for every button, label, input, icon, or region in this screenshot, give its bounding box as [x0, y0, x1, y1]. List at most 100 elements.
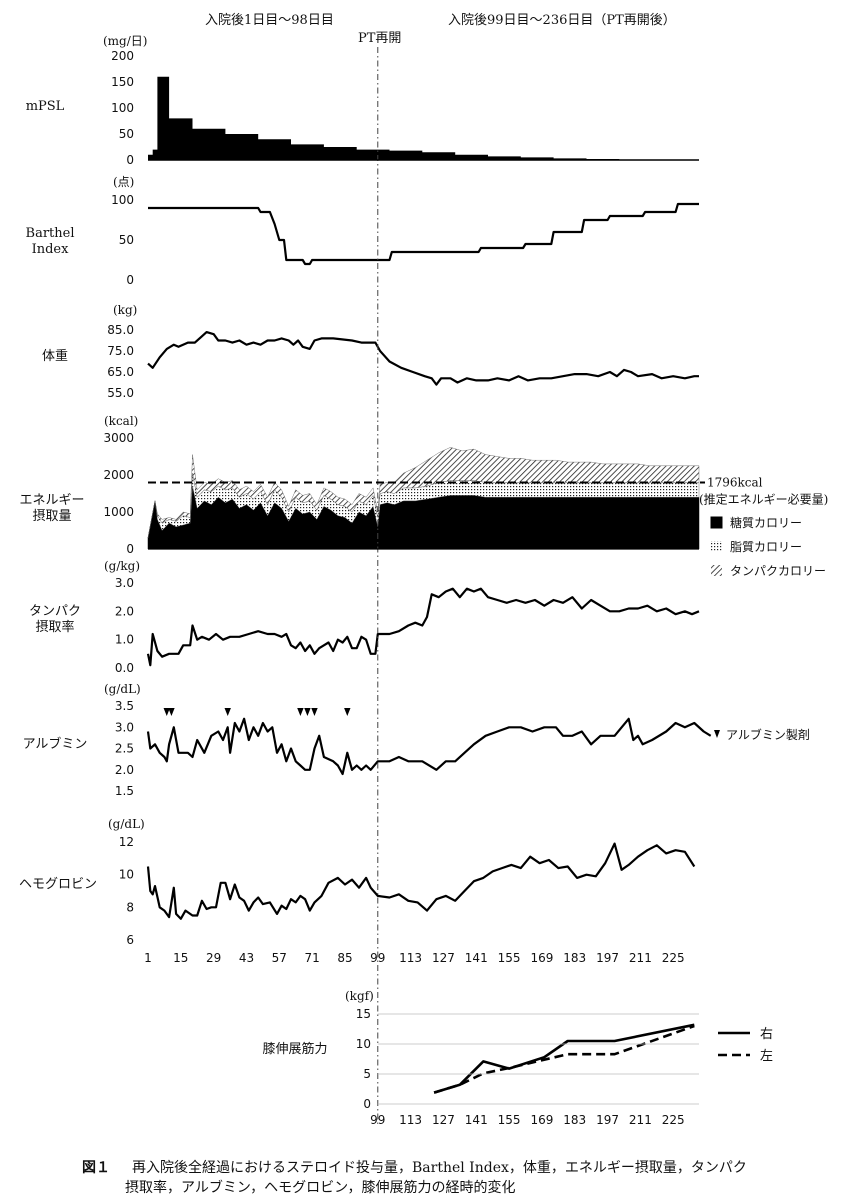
x-tick-label-15: 211 [629, 951, 652, 965]
albumin-marker-5 [311, 708, 318, 716]
x-tick-label-11: 155 [498, 951, 521, 965]
x-tick-label-13: 183 [563, 951, 586, 965]
panel-label-protein-1: 摂取率 [35, 619, 74, 635]
x-tick-label-0: 1 [144, 951, 152, 965]
y-tick-label-mpsl-2: 100 [111, 101, 134, 115]
pt-restart-label: PT再開 [358, 31, 401, 46]
unit-label-albumin: (g/dL) [104, 682, 141, 696]
caption-line-1: 再入院後全経過におけるステロイド投与量，Barthel Index，体重，エネル… [132, 1160, 747, 1176]
period2-label: 入院後99日目〜236日目（PT再開後） [448, 13, 676, 28]
knee-x-tick-label-1: 113 [399, 1113, 422, 1127]
legend-label-2: タンパクカロリー [730, 564, 826, 578]
y-tick-label-knee-1: 5 [363, 1067, 371, 1081]
x-tick-label-3: 43 [239, 951, 254, 965]
unit-label-mpsl: (mg/日) [103, 34, 147, 48]
knee-line-0 [433, 1023, 695, 1094]
albumin-line [146, 717, 712, 776]
panel-label-weight: 体重 [42, 348, 68, 364]
y-tick-label-mpsl-4: 200 [111, 49, 134, 63]
legend-swatch-2 [711, 565, 722, 576]
y-tick-label-weight-2: 75.0 [107, 344, 134, 358]
knee-line-1 [433, 1024, 695, 1094]
unit-label-knee: (kgf) [345, 989, 374, 1003]
x-tick-label-6: 85 [337, 951, 352, 965]
period1-label: 入院後1日目〜98日目 [205, 13, 334, 28]
caption-line-2: 摂取率，アルブミン，ヘモグロビン，膝伸展筋力の経時的変化 [125, 1180, 516, 1196]
y-tick-label-protein-1: 1.0 [115, 633, 134, 647]
y-tick-label-knee-0: 0 [363, 1097, 371, 1111]
panel-label-barthel-1: Index [32, 242, 70, 257]
y-tick-label-hemoglobin-3: 12 [119, 835, 134, 849]
legend-label-0: 糖質カロリー [730, 515, 802, 530]
knee-legend-label-1: 左 [760, 1049, 773, 1064]
unit-label-hemoglobin: (g/dL) [108, 817, 145, 831]
panel-label-energy-0: エネルギー [19, 493, 84, 508]
x-tick-label-10: 141 [465, 951, 488, 965]
knee-x-tick-label-7: 197 [596, 1113, 619, 1127]
x-tick-label-14: 197 [596, 951, 619, 965]
y-tick-label-protein-3: 3.0 [115, 576, 134, 590]
albumin-marker-0 [163, 708, 170, 716]
panel-label-albumin: アルブミン [23, 736, 88, 752]
y-tick-label-albumin-3: 3.0 [115, 720, 134, 734]
y-tick-label-weight-0: 55.0 [107, 386, 134, 400]
y-tick-label-knee-3: 15 [356, 1007, 371, 1021]
knee-x-tick-label-3: 141 [465, 1113, 488, 1127]
x-tick-label-7: 99 [370, 951, 385, 965]
knee-x-tick-label-6: 183 [563, 1113, 586, 1127]
y-tick-label-albumin-0: 1.5 [115, 784, 134, 798]
y-tick-label-barthel-1: 50 [119, 233, 134, 247]
albumin-marker-legend-icon [714, 730, 720, 738]
y-tick-label-energy-0: 0 [126, 542, 134, 556]
knee-x-tick-label-9: 225 [662, 1113, 685, 1127]
unit-label-energy: (kcal) [104, 414, 138, 428]
knee-x-tick-label-0: 99 [370, 1113, 385, 1127]
y-tick-label-protein-2: 2.0 [115, 604, 134, 618]
y-tick-label-barthel-2: 100 [111, 193, 134, 207]
unit-label-barthel: (点) [113, 175, 134, 189]
mpsl-area [148, 76, 699, 160]
y-tick-label-weight-1: 65.0 [107, 365, 134, 379]
panel-label-energy-1: 摂取量 [32, 508, 71, 524]
panel-label-knee: 膝伸展筋力 [262, 1041, 327, 1057]
knee-x-tick-label-5: 169 [530, 1113, 553, 1127]
albumin-marker-4 [304, 708, 311, 716]
y-tick-label-energy-2: 2000 [103, 468, 134, 482]
y-tick-label-hemoglobin-0: 6 [126, 933, 134, 947]
knee-x-tick-label-8: 211 [629, 1113, 652, 1127]
y-tick-label-energy-1: 1000 [103, 505, 134, 519]
y-tick-label-mpsl-3: 150 [111, 75, 134, 89]
y-tick-label-hemoglobin-2: 10 [119, 868, 134, 882]
x-tick-label-2: 29 [206, 951, 221, 965]
albumin-marker-legend-label: アルブミン製剤 [726, 727, 810, 742]
knee-x-tick-label-2: 127 [432, 1113, 455, 1127]
y-tick-label-mpsl-0: 0 [126, 153, 134, 167]
albumin-marker-6 [344, 708, 351, 716]
energy-reference-value: 1796kcal [707, 476, 763, 490]
legend-swatch-1 [711, 541, 722, 552]
hemoglobin-line [146, 842, 696, 920]
y-tick-label-mpsl-1: 50 [119, 127, 134, 141]
figure-caption: 図１ 再入院後全経過におけるステロイド投与量，Barthel Index，体重，エ… [82, 1158, 822, 1198]
weight-line [147, 331, 699, 386]
figure-label: 図１ [82, 1160, 110, 1176]
protein-line [146, 587, 700, 667]
y-tick-label-energy-3: 3000 [103, 431, 134, 445]
y-tick-label-albumin-4: 3.5 [115, 699, 134, 713]
barthel-line [148, 202, 699, 266]
y-tick-label-barthel-0: 0 [126, 273, 134, 287]
legend-label-1: 脂質カロリー [730, 539, 802, 554]
x-tick-label-16: 225 [662, 951, 685, 965]
unit-label-weight: (kg) [113, 303, 137, 317]
x-tick-label-4: 57 [272, 951, 287, 965]
y-tick-label-knee-2: 10 [356, 1037, 371, 1051]
energy-reference-note: (推定エネルギー必要量) [699, 492, 828, 507]
y-tick-label-albumin-1: 2.0 [115, 763, 134, 777]
x-tick-label-8: 113 [399, 951, 422, 965]
y-tick-label-weight-3: 85.0 [107, 323, 134, 337]
knee-x-tick-label-4: 155 [498, 1113, 521, 1127]
x-tick-label-5: 71 [304, 951, 319, 965]
x-tick-label-12: 169 [530, 951, 553, 965]
y-tick-label-albumin-2: 2.5 [115, 742, 134, 756]
